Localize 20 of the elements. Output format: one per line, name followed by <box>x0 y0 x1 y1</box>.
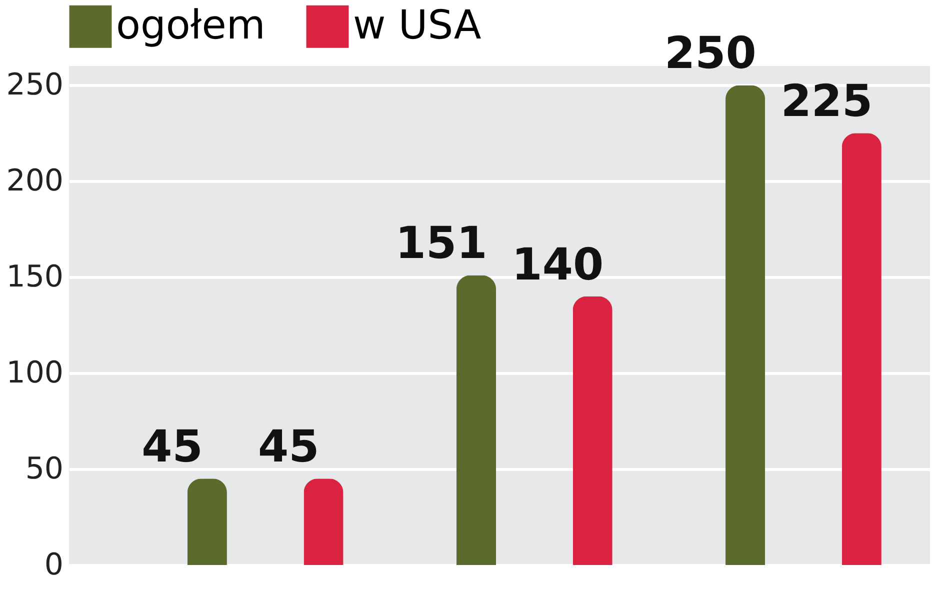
bar <box>456 275 496 565</box>
y-tick-label: 200 <box>6 164 64 199</box>
data-label: 140 <box>512 239 604 290</box>
bar <box>572 296 612 565</box>
y-tick-label: 250 <box>6 68 64 103</box>
data-label: 225 <box>780 76 873 128</box>
data-label: 151 <box>395 218 488 270</box>
y-tick-label: 150 <box>6 260 64 295</box>
bar <box>187 478 227 565</box>
bar <box>726 85 766 565</box>
data-label: 250 <box>664 28 756 80</box>
y-tick-label: 100 <box>6 356 64 391</box>
y-tick-label: 0 <box>44 548 64 582</box>
bar <box>842 133 882 565</box>
data-label: 45 <box>142 422 203 473</box>
legend-label: ogołem <box>116 2 266 49</box>
y-tick-label: 50 <box>25 452 64 487</box>
legend-label: w USA <box>353 2 482 49</box>
bar <box>304 478 344 565</box>
data-label: 45 <box>258 422 320 473</box>
